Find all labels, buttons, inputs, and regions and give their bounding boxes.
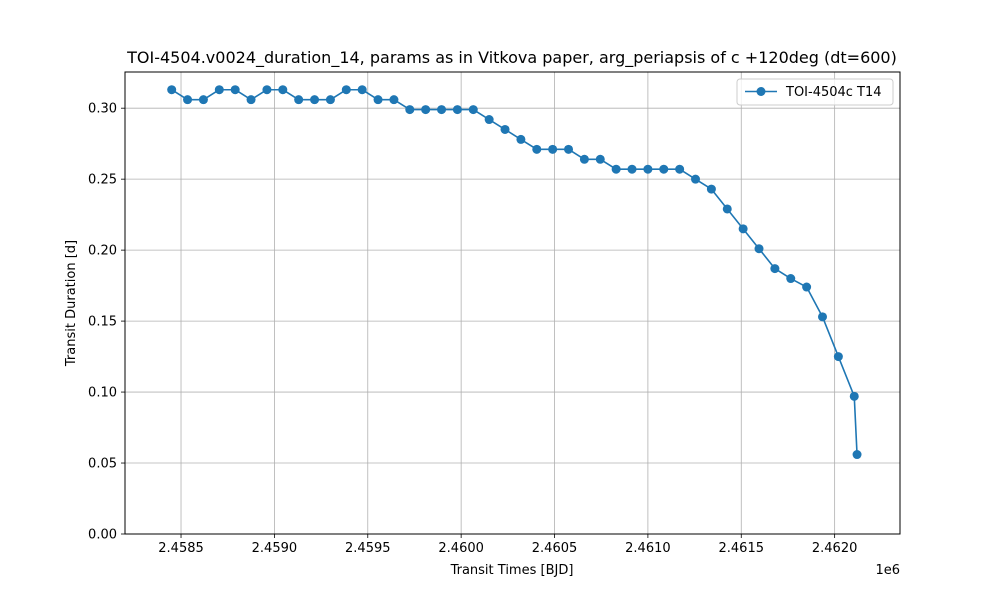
axis-ticks: 2.4585 2.4590 2.4595 2.4600 2.4605 2.4610 2.46… xyxy=(88,102,857,556)
x-tick-label: 2.4605 xyxy=(532,541,578,556)
data-point xyxy=(627,164,637,174)
data-point xyxy=(691,174,701,184)
data-point xyxy=(421,105,431,115)
data-point xyxy=(214,85,224,95)
y-tick-label: 0.15 xyxy=(88,315,117,330)
data-point xyxy=(818,312,827,322)
data-point xyxy=(468,105,478,115)
data-point xyxy=(611,164,621,174)
data-point xyxy=(373,95,383,105)
y-tick-label: 0.25 xyxy=(88,173,117,188)
data-point xyxy=(167,85,177,95)
data-point xyxy=(230,85,240,95)
data-point xyxy=(389,95,399,105)
data-point xyxy=(198,95,208,105)
data-point xyxy=(183,95,193,105)
data-point xyxy=(548,144,558,154)
x-tick-label: 2.4585 xyxy=(158,541,204,556)
y-tick-label: 0.10 xyxy=(88,386,117,401)
data-point xyxy=(564,144,574,154)
x-axis-offset-label: 1e6 xyxy=(875,563,900,578)
legend-entry-label: TOI-4504c T14 xyxy=(785,85,882,100)
y-tick-label: 0.05 xyxy=(88,457,117,472)
data-point xyxy=(310,95,320,105)
x-tick-label: 2.4600 xyxy=(438,541,484,556)
data-point xyxy=(516,134,526,144)
data-point xyxy=(786,274,796,284)
data-point xyxy=(532,144,542,154)
plot-frame xyxy=(124,71,901,535)
data-point xyxy=(325,95,335,105)
data-point xyxy=(852,450,862,460)
data-point xyxy=(452,105,462,115)
data-point xyxy=(738,224,748,234)
y-tick-label: 0.20 xyxy=(88,244,117,259)
data-point xyxy=(246,95,256,105)
x-tick-label: 2.4595 xyxy=(345,541,391,556)
x-tick-label: 2.4590 xyxy=(252,541,298,556)
legend-marker-swatch xyxy=(756,87,766,96)
data-point xyxy=(659,164,669,174)
x-axis-label: Transit Times [BJD] xyxy=(450,563,574,578)
data-point xyxy=(754,244,764,254)
data-point xyxy=(722,204,732,214)
legend: TOI-4504c T14 xyxy=(736,78,894,106)
chart-title: TOI-4504.v0024_duration_14, params as in… xyxy=(126,48,897,68)
data-point xyxy=(405,105,415,115)
data-point xyxy=(849,391,859,401)
data-point xyxy=(500,124,510,134)
data-point xyxy=(437,105,447,115)
data-point xyxy=(579,154,589,164)
y-tick-label: 0.30 xyxy=(88,102,117,117)
data-point xyxy=(833,352,843,362)
y-axis-label: Transit Duration [d] xyxy=(64,240,79,367)
legend-box xyxy=(736,78,894,106)
data-point xyxy=(262,85,272,95)
x-tick-label: 2.4620 xyxy=(812,541,858,556)
y-tick-label: 0.00 xyxy=(88,528,117,543)
x-tick-label: 2.4610 xyxy=(625,541,671,556)
data-point xyxy=(294,95,304,105)
series-layer xyxy=(167,85,862,460)
data-point xyxy=(802,282,812,292)
data-point xyxy=(278,85,288,95)
x-tick-label: 2.4615 xyxy=(719,541,765,556)
data-point xyxy=(595,154,605,164)
data-point xyxy=(770,264,780,274)
data-point xyxy=(643,164,653,174)
data-point xyxy=(675,164,685,174)
data-point xyxy=(706,184,716,194)
data-point xyxy=(357,85,367,95)
data-point xyxy=(484,115,494,125)
data-point xyxy=(341,85,351,95)
